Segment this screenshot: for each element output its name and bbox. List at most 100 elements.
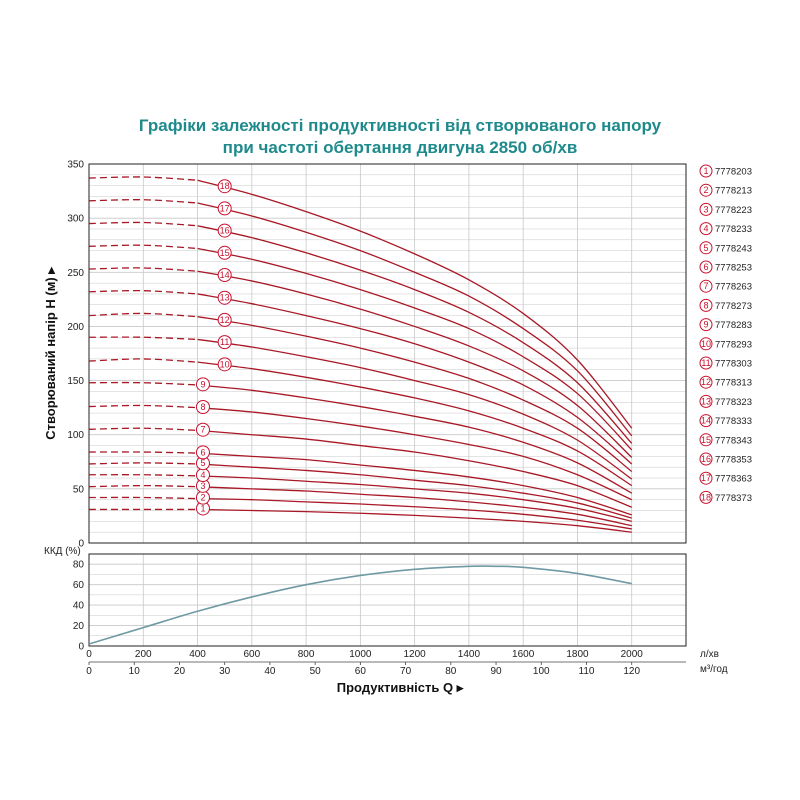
head-curve: [197, 225, 633, 444]
legend-item-label: 7778353: [715, 455, 752, 466]
head-frame-rect: [88, 163, 687, 544]
curve-badge-circle: [195, 445, 210, 460]
x-tick-m3h: 120: [623, 666, 640, 677]
legend-item-label: 7778303: [715, 359, 752, 370]
head-curve: [197, 497, 632, 530]
curve-badge-circle: [217, 223, 232, 238]
legend-item-label: 7778263: [715, 282, 752, 293]
eff-y-tick-label: 80: [73, 560, 85, 571]
eff-y-tick-label: 20: [73, 621, 85, 632]
curve-badge-label: 10: [220, 359, 230, 369]
curve-badge-circle: [195, 377, 210, 392]
head-curve-dashed: [88, 404, 198, 409]
x-tick-lpm: 400: [189, 649, 206, 660]
curve-badge-circle: [217, 290, 232, 305]
efficiency-plot-frame: [88, 553, 687, 647]
head-curve-dashed: [88, 462, 198, 465]
curve-badge-label: 16: [220, 226, 230, 236]
legend-item-label: 7778343: [715, 435, 752, 446]
head-curve: [197, 486, 632, 527]
legend-item-label: 7778333: [715, 416, 752, 427]
legend-badge-circle: [699, 471, 713, 485]
legend-badge-circle: [699, 375, 713, 389]
eff-y-tick-label: 0: [78, 642, 84, 653]
head-curve-dashed: [88, 267, 198, 272]
x-tick-m3h: 50: [310, 666, 322, 677]
x-tick-lpm: 600: [243, 649, 260, 660]
curve-badge-circle: [217, 267, 232, 282]
legend-item-label: 7778203: [715, 167, 752, 178]
curve-badge-label: 2: [200, 493, 205, 503]
legend-badge-label: 15: [701, 435, 711, 445]
x-tick-m3h: 100: [533, 666, 550, 677]
efficiency-line: [88, 565, 632, 645]
head-y-tick-label: 100: [67, 430, 84, 441]
legend-item-label: 7778223: [715, 205, 752, 216]
curve-badge-label: 4: [200, 470, 205, 480]
eff-y-tick-label: 40: [73, 601, 85, 612]
legend-item-label: 7778283: [715, 320, 752, 331]
legend-badge-circle: [699, 260, 713, 274]
legend-badge-label: 4: [703, 224, 708, 234]
chart-title-line-1: Графіки залежності продуктивності від ст…: [138, 116, 662, 135]
curve-badge-label: 3: [200, 481, 205, 491]
head-y-ticks: 0 50 100 150 200 250 300 350: [67, 160, 84, 550]
legend-item-label: 7778323: [715, 397, 752, 408]
curve-badge-label: 12: [220, 315, 230, 325]
legend-badge-circle: [699, 279, 713, 293]
x-tick-m3h: 90: [490, 666, 502, 677]
head-y-tick-label: 0: [78, 539, 84, 550]
curve-badge-circle: [217, 357, 232, 372]
head-curve-dashed: [88, 336, 198, 341]
x-tick-m3h: 20: [174, 666, 186, 677]
curve-badge-label: 5: [200, 458, 205, 468]
head-y-tick-label: 200: [67, 322, 84, 333]
legend-badge-circle: [699, 356, 713, 370]
curve-badge-circle: [217, 312, 232, 327]
legend-badge-label: 14: [701, 416, 711, 426]
head-curve: [197, 429, 632, 508]
head-curve-dashed: [88, 244, 198, 250]
legend-badge-circle: [699, 433, 713, 447]
curve-badge-label: 7: [200, 425, 205, 435]
legend-item-label: 7778273: [715, 301, 752, 312]
x-tick-lpm: 1800: [566, 649, 589, 660]
legend-item-label: 7778313: [715, 378, 752, 389]
x-tick-lpm: 200: [135, 649, 152, 660]
curve-badge-label: 11: [220, 337, 229, 347]
eff-y-tick-label: 60: [73, 580, 85, 591]
head-y-tick-label: 300: [67, 214, 84, 225]
head-curve-dashed: [88, 176, 198, 181]
legend-badge-circle: [699, 337, 713, 351]
curve-badge-label: 18: [220, 181, 230, 191]
curve-badge-label: 13: [220, 293, 230, 303]
legend-badge-label: 11: [701, 358, 710, 368]
legend-badge-circle: [699, 241, 713, 255]
chart-title-line-2: при частоті обертання двигуна 2850 об/хв: [222, 138, 578, 157]
head-curve: [197, 463, 632, 519]
curve-badge-label: 14: [220, 270, 230, 280]
legend-badge-label: 8: [703, 300, 708, 310]
x-unit-m3h: м³/год: [700, 664, 728, 675]
legend-item-label: 7778293: [715, 339, 752, 350]
head-plot-frame: [88, 163, 687, 544]
head-y-tick-label: 50: [73, 484, 85, 495]
head-curve: [197, 475, 632, 522]
head-curve: [197, 406, 632, 501]
head-curve: [197, 384, 633, 494]
legend-badge-label: 2: [703, 185, 708, 195]
legend-badge-label: 17: [701, 473, 711, 483]
x-tick-lpm: 800: [298, 649, 315, 660]
x-tick-lpm: 0: [86, 649, 92, 660]
legend-badge-circle: [699, 414, 713, 428]
efficiency-curve: [88, 565, 632, 645]
legend-item-label: 7778213: [715, 186, 752, 197]
x-tick-lpm: 2000: [621, 649, 644, 660]
head-curve: [197, 452, 632, 516]
head-curve-dashed: [88, 221, 198, 227]
head-curve-dashed: [88, 199, 198, 204]
legend-badge-circle: [699, 183, 713, 197]
curve-badge-label: 6: [200, 447, 205, 457]
legend-item-label: 7778243: [715, 243, 752, 254]
